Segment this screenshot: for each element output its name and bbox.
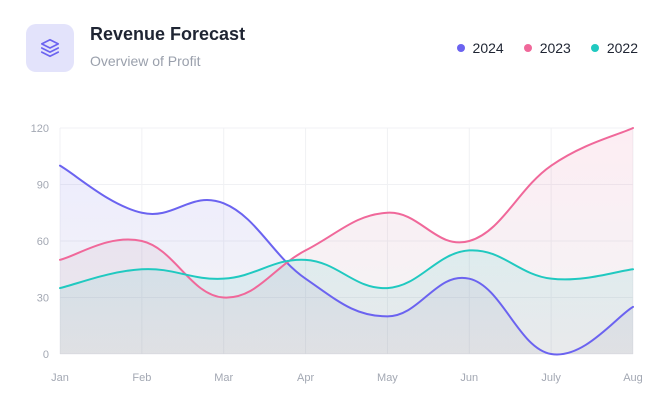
y-tick-label: 90 [37,180,49,192]
legend-dot-icon [523,44,532,52]
layers-icon [40,38,60,58]
x-tick-label: July [541,372,561,384]
y-tick-label: 60 [37,236,49,248]
series-line-2022 [59,249,634,290]
legend-dot-icon [590,44,599,52]
series-line-2023 [59,127,634,299]
x-tick-label: Apr [297,372,314,384]
card-title: Revenue Forecast [90,24,246,44]
legend-dot-icon [456,44,465,52]
x-tick-label: May [377,372,398,384]
series-line-2024 [59,164,634,356]
legend-item-2023[interactable]: 2023 [523,40,571,56]
legend-item-2022[interactable]: 2022 [590,40,638,56]
legend-label: 2022 [606,40,638,56]
x-tick-label: Feb [132,372,151,384]
card-subtitle: Overview of Profit [90,53,201,69]
legend-label: 2023 [539,40,571,56]
legend-label: 2024 [472,40,504,56]
chart-legend: 2024 2023 2022 [456,40,638,56]
legend-item-2024[interactable]: 2024 [456,40,504,56]
x-tick-label: Jun [460,372,478,384]
y-tick-label: 30 [37,293,49,305]
series-area-2022 [60,250,633,354]
y-tick-label: 120 [31,123,49,135]
layers-icon-box [26,24,74,72]
x-tick-label: Mar [214,372,233,384]
x-tick-label: Jan [51,372,69,384]
y-tick-label: 0 [43,349,49,361]
x-tick-label: Aug [623,372,643,384]
